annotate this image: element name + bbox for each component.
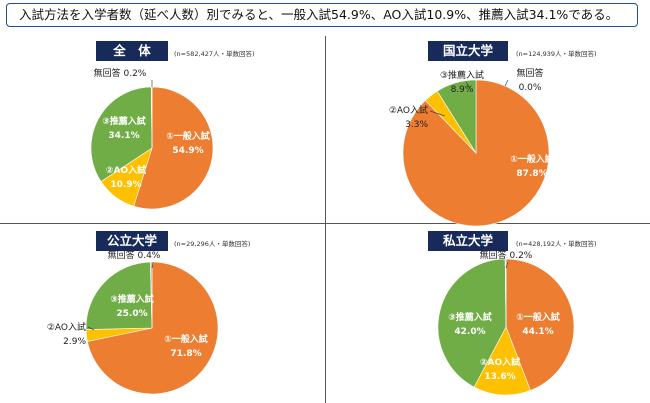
chart-note-private: (n=428,192人・単数回答) [516,240,597,248]
pie-0-label-noanswer: 無回答 0.2% [94,67,147,79]
headline-text: 入試方法を入学者数（延べ人数）別でみると、一般入試54.9%、AO入試10.9%… [19,7,619,22]
pie-0-label-ao: ②AO入試 [106,164,146,176]
pie-3-slice-suisen [437,258,507,388]
chart-note-overall: (n=582,427人・単数回答) [174,50,255,58]
pie-3-value-suisen: 42.0% [454,327,485,337]
pie-1-label-ao: ②AO入試 [389,104,428,116]
pie-1-label-noanswer: 無回答 [516,67,543,79]
pie-3-slice-general [505,258,575,391]
pie-1-value-noanswer: 0.0% [519,83,542,93]
pie-0-value-suisen: 34.1% [108,131,139,141]
pie-2-value-ao: 2.9% [63,337,86,347]
pie-2-label-noanswer: 無回答 0.4% [108,249,161,261]
pie-2-value-general: 71.8% [170,349,201,359]
pie-1-leader-ao [429,110,446,117]
pie-0-value-ao: 10.9% [110,180,141,190]
chart-title-private: 私立大学 [428,231,508,251]
pie-3-slice-ao [473,326,531,396]
pie-1-value-suisen: 8.9% [451,85,474,95]
chart-note-national: (n=124,939人・単数回答) [516,50,597,58]
pie-2-slice-suisen [85,261,153,330]
pie-2-label-general: ①一般入試 [164,333,208,345]
pie-3-value-ao: 13.6% [484,372,515,382]
pie-0-value-general: 54.9% [172,146,203,156]
pie-1-label-general: ①一般入試 [510,153,554,165]
pie-2-leader-ao [87,326,95,331]
pie-2-value-suisen: 25.0% [116,309,147,319]
pie-3-leader-noanswer [505,261,509,269]
pie-2-leader-noanswer [151,261,154,269]
pie-1-leader-suisen [465,81,471,89]
pie-0-label-suisen: ③推薦入試 [102,115,146,127]
pie-2-slice-noanswer [150,261,153,329]
pie-3-slice-noanswer [504,258,507,328]
pie-2-slice-general [87,261,219,395]
chart-title-national: 国立大学 [428,41,508,61]
pie-3-label-suisen: ③推薦入試 [448,311,492,323]
pie-2-label-ao: ②AO入試 [47,321,86,333]
pie-1-value-ao: 3.3% [405,120,428,130]
pie-3-label-ao: ②AO入試 [480,356,520,368]
quadrant-divider-horizontal [0,223,650,224]
chart-title-public: 公立大学 [96,231,168,251]
pie-1-slice-suisen [436,79,477,155]
headline-banner: 入試方法を入学者数（延べ人数）別でみると、一般入試54.9%、AO入試10.9%… [6,3,638,27]
pie-1-value-general: 87.8% [516,169,547,179]
pie-1-label-suisen: ③推薦入試 [440,69,484,81]
pie-0-slice-general [133,86,214,210]
pie-3-label-general: ①一般入試 [516,311,560,323]
chart-note-public: (n=29,296人・単数回答) [174,240,251,248]
pie-0-label-general: ①一般入試 [166,130,210,142]
pie-3-label-noanswer: 無回答 0.2% [480,249,533,261]
pie-3-value-general: 44.1% [522,327,553,337]
pie-2-label-suisen: ③推薦入試 [110,293,154,305]
pie-1-leader-noanswer [504,79,509,87]
chart-title-overall: 全 体 [96,41,168,61]
quadrant-divider-vertical [325,36,326,403]
pie-0-slice-suisen [90,86,153,182]
